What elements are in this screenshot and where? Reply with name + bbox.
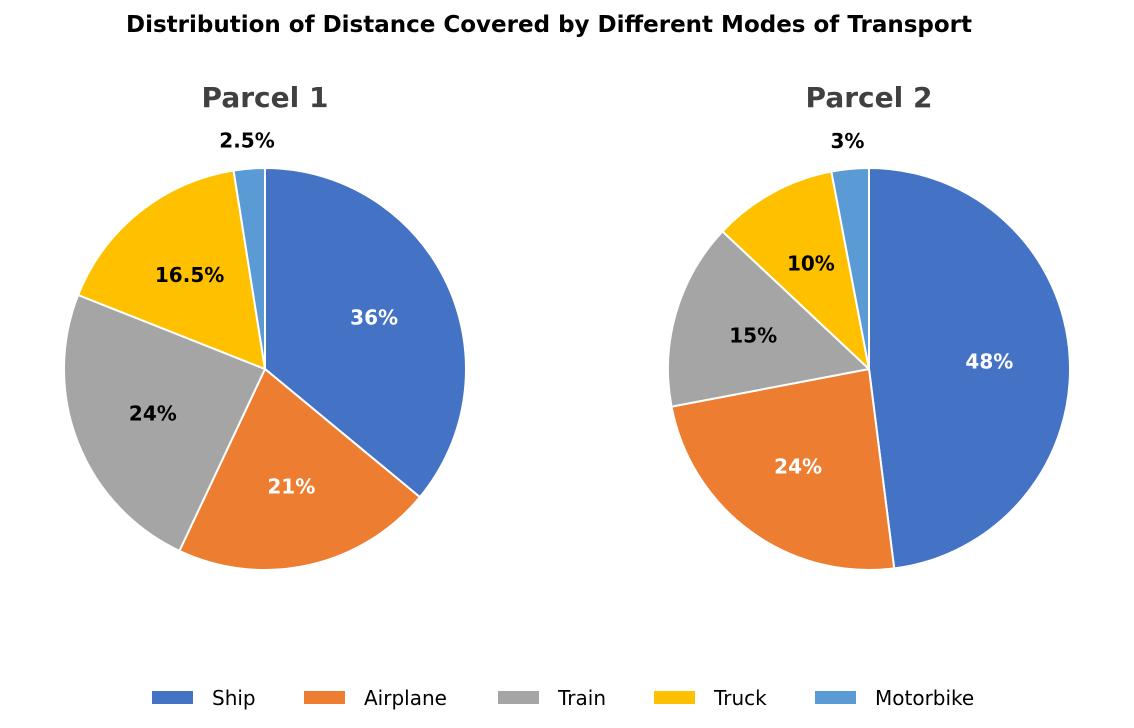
pie-slice-motorbike [830,167,870,370]
legend-label-airplane: Airplane [364,686,447,710]
chart-title: Distribution of Distance Covered by Diff… [126,12,972,38]
legend-swatch-ship [152,691,193,704]
pie-slice-motorbike [232,167,266,370]
legend-label-ship: Ship [212,686,256,710]
legend: Ship Airplane Train Truck Motorbike [152,686,974,710]
pie-slice-ship [264,167,467,499]
pie-parcel-2: Parcel 2 48% 24% 15% 10% 3% [667,81,1071,571]
legend-label-truck: Truck [713,686,767,710]
pie-title-parcel-1: Parcel 1 [202,81,329,114]
pie-label-truck: 16.5% [155,263,224,287]
legend-label-motorbike: Motorbike [875,686,974,710]
pie-label-airplane: 21% [267,475,315,499]
legend-swatch-airplane [304,691,345,704]
pie-label-train: 15% [729,323,777,347]
pie-label-airplane: 24% [774,455,822,479]
pie-slice-train [667,230,870,408]
pie-slices-parcel-1: 36% 21% 24% 16.5% 2.5% [63,129,467,571]
pie-label-motorbike: 2.5% [219,129,274,153]
pie-slice-airplane [178,368,421,571]
legend-item-train: Train [498,686,606,710]
legend-item-motorbike: Motorbike [815,686,974,710]
pie-label-ship: 36% [350,306,398,330]
legend-item-airplane: Airplane [304,686,447,710]
pie-slice-ship [868,167,1071,570]
pie-label-ship: 48% [965,349,1013,373]
legend-swatch-truck [654,691,695,704]
legend-label-train: Train [557,686,606,710]
legend-item-ship: Ship [152,686,256,710]
pie-slice-airplane [670,368,896,571]
pie-label-motorbike: 3% [830,129,864,153]
legend-swatch-train [498,691,539,704]
pie-label-truck: 10% [787,251,835,275]
pie-slice-truck [77,169,266,370]
pie-label-train: 24% [129,401,177,425]
pie-title-parcel-2: Parcel 2 [806,81,933,114]
legend-item-truck: Truck [654,686,767,710]
pie-parcel-1: Parcel 1 36% 21% 24% 16.5% 2.5% [63,81,467,571]
pie-slice-truck [721,170,870,370]
pie-slices-parcel-2: 48% 24% 15% 10% 3% [667,129,1071,571]
pie-slice-train [63,294,266,552]
legend-swatch-motorbike [815,691,856,704]
